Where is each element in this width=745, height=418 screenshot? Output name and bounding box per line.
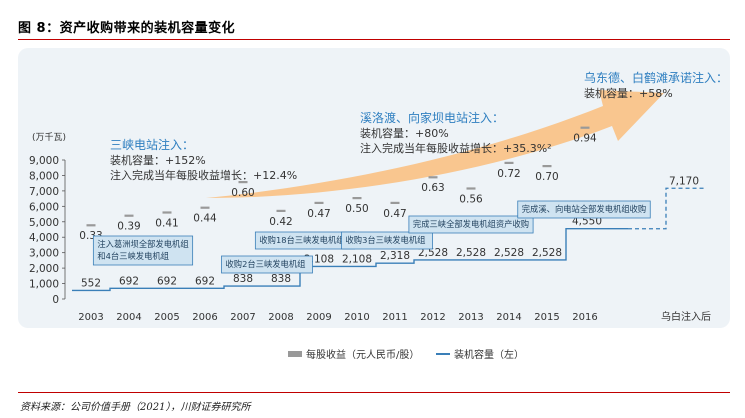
capacity-value-label: 2,318 [380, 250, 410, 262]
x-tick-label: 2010 [344, 312, 369, 323]
y-tick-label: 6,000 [29, 201, 59, 213]
eps-marker [352, 197, 362, 200]
acquisition-event-box [517, 200, 651, 219]
annotation-line: 注入完成当年每股收益增长：+35.3%² [360, 141, 552, 155]
eps-value-label: 0.41 [155, 217, 178, 229]
acquisition-event-box [92, 235, 194, 266]
capacity-value-label: 552 [81, 277, 101, 289]
legend-capacity-label: 装机容量（左） [454, 348, 524, 361]
capacity-value-label: 4,550 [572, 216, 602, 228]
acquisition-event-box [341, 231, 433, 250]
capacity-value-label: 692 [157, 275, 177, 287]
eps-marker [390, 201, 400, 204]
acquisition-event-text: 和4台三峡发电机组 [97, 251, 169, 261]
source-note: 资料来源：公司价值手册（2021），川财证券研究所 [20, 402, 251, 413]
capacity-value-label: 838 [233, 273, 253, 285]
capacity-eps-chart: (万千瓦) 0 1,000 2,000 3,000 4,000 5,000 6,000 7,00… [18, 48, 730, 361]
annotation-heading: 乌东德、白鹤滩承诺注入： [584, 70, 728, 85]
capacity-value-label: 2,528 [418, 247, 448, 259]
acquisition-event-box [221, 255, 313, 274]
y-tick-label: 7,000 [29, 186, 59, 198]
annotation-line: 装机容量：+80% [360, 126, 449, 140]
capacity-projected-line [628, 187, 704, 230]
annotation-line: 装机容量：+152% [110, 153, 206, 167]
eps-marker [466, 187, 476, 190]
eps-value-label: 0.72 [497, 168, 520, 180]
acquisition-event-text: 完成溪、向电站全部发电机组收购 [522, 204, 646, 214]
x-tick-label: 2005 [154, 312, 179, 323]
x-tick-label: 2007 [230, 312, 255, 323]
y-tick-label: 3,000 [29, 248, 59, 260]
eps-marker [86, 224, 96, 227]
capacity-value-label: 692 [195, 275, 215, 287]
x-tick-label: 2014 [496, 312, 521, 323]
y-tick-label: 4,000 [29, 232, 59, 244]
x-tick-label: 2013 [458, 312, 483, 323]
capacity-value-label: 2,528 [532, 247, 562, 259]
eps-marker [238, 181, 248, 184]
y-tick-label: 0 [52, 294, 59, 306]
acquisition-event-text: 收购2台三峡发电机组 [226, 259, 306, 269]
eps-marker [124, 214, 134, 217]
y-tick-label: 9,000 [29, 155, 59, 167]
eps-value-label: 0.63 [421, 182, 444, 194]
eps-value-label: 0.44 [193, 213, 217, 225]
eps-value-label: 0.70 [535, 171, 558, 183]
capacity-value-label: 7,170 [669, 175, 699, 187]
eps-marker [162, 211, 172, 214]
source-rule [18, 392, 730, 393]
y-tick-label: 1,000 [29, 279, 59, 291]
annotation-heading: 溪洛渡、向家坝电站注入： [360, 110, 504, 125]
acquisition-event-text: 收购18台三峡发电机组 [259, 235, 344, 245]
eps-marker [580, 126, 590, 129]
eps-value-label: 0.94 [573, 133, 597, 145]
x-tick-label: 2015 [534, 312, 559, 323]
eps-value-label: 0.39 [117, 221, 140, 233]
capacity-value-label: 2,528 [494, 247, 524, 259]
capacity-value-label: 838 [271, 273, 291, 285]
x-tick-label: 2004 [116, 312, 141, 323]
eps-value-label: 0.50 [345, 203, 368, 215]
acquisition-event-text: 注入葛洲坝全部发电机组 [97, 239, 188, 249]
annotation-heading: 三峡电站注入： [110, 137, 194, 152]
acquisition-event-box [408, 215, 534, 234]
growth-arrow [206, 90, 664, 198]
x-tick-label: 2016 [572, 312, 597, 323]
figure-title: 图 8：资产收购带来的装机容量变化 [18, 21, 236, 36]
legend-eps-swatch [288, 351, 302, 357]
x-tick-label: 乌白注入后 [661, 310, 711, 323]
capacity-value-label: 2,528 [456, 247, 486, 259]
annotation-line: 注入完成当年每股收益增长：+12.4% [110, 168, 297, 182]
eps-value-label: 0.47 [383, 208, 406, 220]
capacity-value-label: 692 [119, 275, 139, 287]
eps-marker [314, 201, 324, 204]
acquisition-event-text: 完成三峡全部发电机组资产收购 [413, 219, 529, 229]
legend-eps-label: 每股收益（元人民币/股） [306, 348, 419, 361]
eps-marker [200, 206, 210, 209]
x-tick-label: 2011 [382, 312, 407, 323]
acquisition-event-text: 收购3台三峡发电机组 [346, 235, 426, 245]
x-tick-label: 2008 [268, 312, 293, 323]
x-tick-label: 2003 [78, 312, 103, 323]
y-tick-label: 8,000 [29, 170, 59, 182]
capacity-step-line [72, 228, 628, 292]
x-tick-label: 2006 [192, 312, 217, 323]
x-tick-label: 2009 [306, 312, 331, 323]
y-tick-label: 2,000 [29, 263, 59, 275]
eps-value-label: 0.60 [231, 187, 254, 199]
y-unit-label: (万千瓦) [32, 132, 66, 143]
capacity-value-label: 2,108 [342, 253, 372, 265]
chart-background [18, 48, 730, 328]
eps-marker [504, 161, 514, 164]
eps-value-label: 0.42 [269, 216, 292, 228]
eps-marker [276, 209, 286, 212]
eps-value-label: 0.47 [307, 208, 330, 220]
y-tick-label: 5,000 [29, 217, 59, 229]
x-tick-label: 2012 [420, 312, 445, 323]
annotation-line: 装机容量：+58% [584, 86, 673, 100]
eps-value-label: 0.56 [459, 193, 483, 205]
eps-marker [428, 176, 438, 179]
title-rule [18, 39, 730, 40]
eps-marker [542, 165, 552, 168]
